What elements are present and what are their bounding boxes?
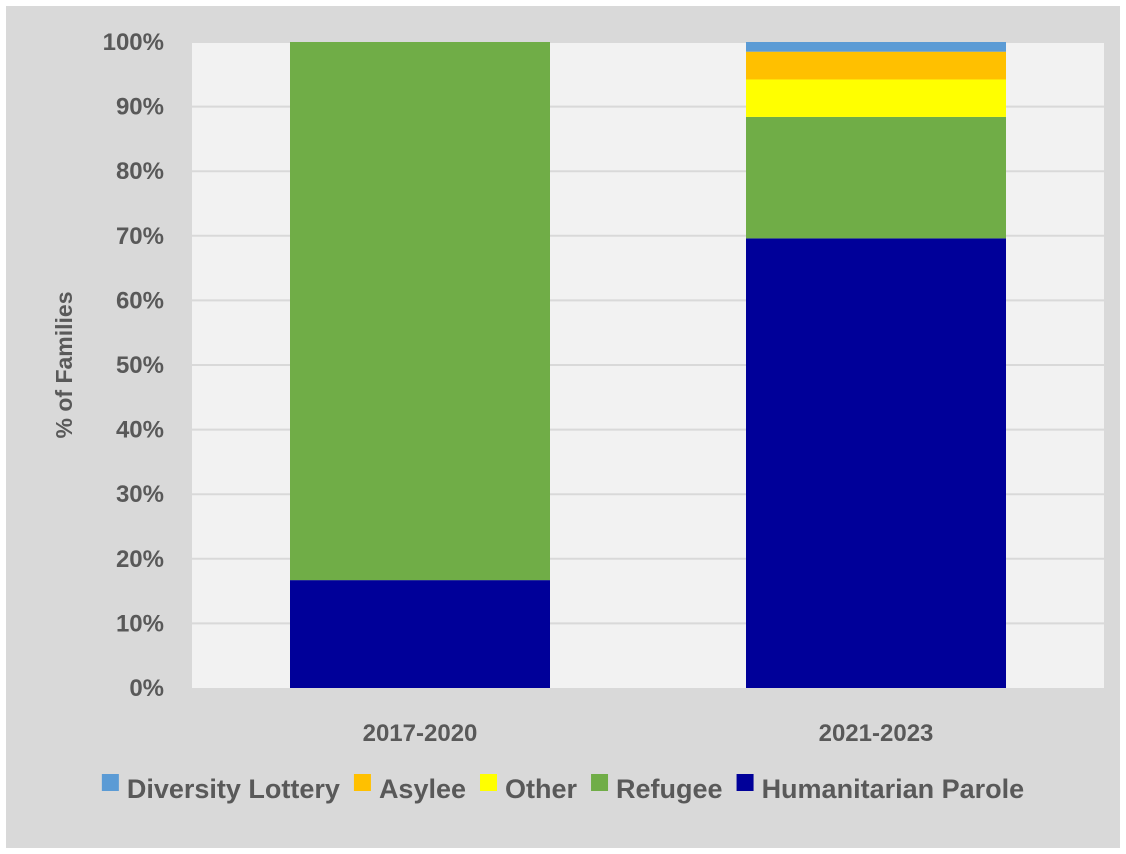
legend-label: Refugee bbox=[616, 774, 723, 804]
y-tick-label: 10% bbox=[116, 610, 164, 637]
legend-item: Humanitarian Parole bbox=[736, 774, 1025, 804]
y-tick-label: 90% bbox=[116, 94, 164, 121]
bar-segment bbox=[746, 51, 1006, 80]
legend-swatch bbox=[480, 774, 498, 791]
y-tick-label: 70% bbox=[116, 223, 164, 250]
y-tick-label: 100% bbox=[103, 29, 164, 56]
legend-swatch bbox=[591, 774, 609, 791]
bar-segment bbox=[290, 580, 550, 688]
legend-item: Refugee bbox=[591, 774, 723, 804]
legend-label: Asylee bbox=[379, 774, 466, 804]
x-tick-label: 2017-2020 bbox=[363, 720, 478, 747]
legend-label: Diversity Lottery bbox=[127, 774, 340, 804]
legend-swatch bbox=[736, 774, 754, 791]
legend-label: Other bbox=[505, 774, 578, 804]
bar-segment bbox=[290, 42, 550, 581]
x-tick-label: 2021-2023 bbox=[819, 720, 934, 747]
y-tick-label: 60% bbox=[116, 287, 164, 314]
y-tick-label: 0% bbox=[129, 675, 164, 702]
chart-frame: 0% 10% 20% 30% 40% 50% 60% 70% 80% 90% 100% 2017-2… bbox=[6, 6, 1120, 848]
y-tick-label: 50% bbox=[116, 352, 164, 379]
x-axis-tick-labels: 2017-2020 2021-2023 bbox=[363, 720, 934, 747]
legend-label: Humanitarian Parole bbox=[762, 774, 1025, 804]
legend-swatch bbox=[353, 774, 371, 791]
bar-segment bbox=[746, 79, 1006, 117]
y-axis-title: % of Families bbox=[51, 292, 77, 439]
bar-segment bbox=[746, 238, 1006, 688]
chart-svg: 0% 10% 20% 30% 40% 50% 60% 70% 80% 90% 100% 2017-2… bbox=[51, 29, 1104, 804]
y-axis-tick-labels: 0% 10% 20% 30% 40% 50% 60% 70% 80% 90% 100% bbox=[103, 29, 164, 702]
bars bbox=[290, 42, 1006, 688]
bar-segment bbox=[746, 42, 1006, 52]
legend-item: Other bbox=[480, 774, 578, 804]
y-tick-label: 30% bbox=[116, 481, 164, 508]
legend-swatch bbox=[101, 774, 119, 791]
bar-stack bbox=[290, 42, 550, 688]
legend-item: Asylee bbox=[353, 774, 466, 804]
legend: Diversity Lottery Asylee Other Refugee Human… bbox=[101, 774, 1025, 804]
y-tick-label: 80% bbox=[116, 158, 164, 185]
bar-stack bbox=[746, 42, 1006, 688]
legend-item: Diversity Lottery bbox=[101, 774, 340, 804]
y-tick-label: 40% bbox=[116, 417, 164, 444]
bar-segment bbox=[746, 116, 1006, 239]
y-tick-label: 20% bbox=[116, 546, 164, 573]
